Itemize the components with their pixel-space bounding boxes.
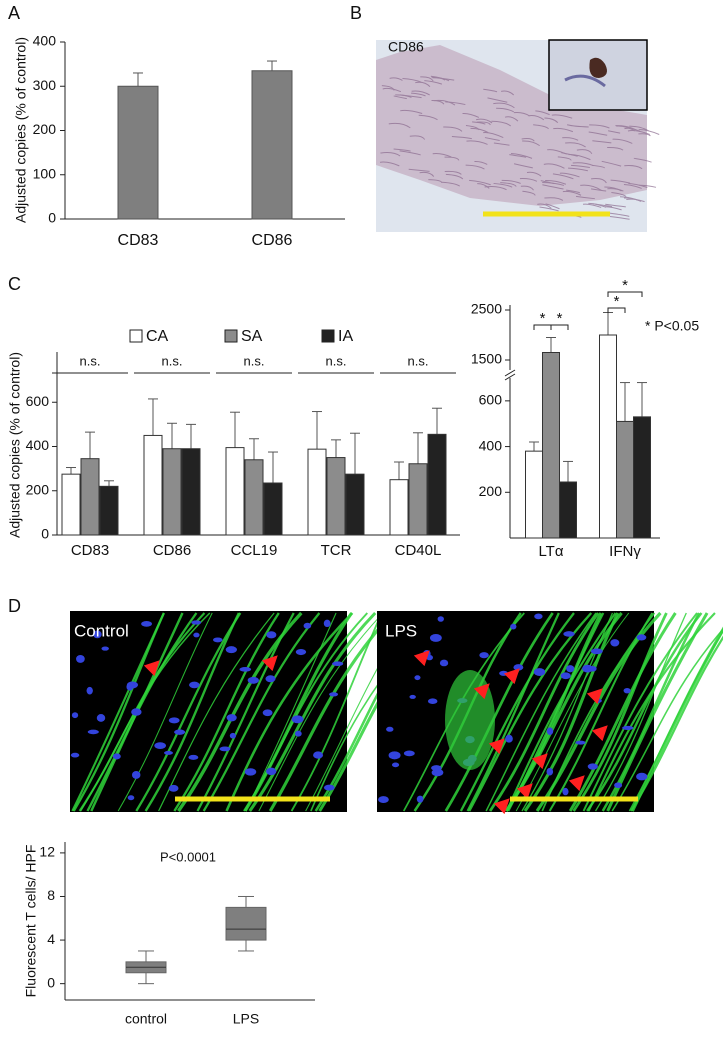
bar <box>559 481 577 539</box>
annotation: n.s. <box>162 353 183 368</box>
y-tick-label: 4 <box>47 931 55 947</box>
image-label: CD86 <box>388 39 424 55</box>
annotation: * <box>614 293 620 310</box>
x-tick-label: control <box>125 1011 167 1027</box>
annotation: * <box>557 310 563 327</box>
legend-label: IA <box>338 328 353 345</box>
x-tick-label: IFNγ <box>609 543 641 560</box>
y-tick-label: 400 <box>479 437 503 453</box>
y-tick-label: 200 <box>33 121 57 137</box>
fluorescence-image: LPS <box>377 611 723 815</box>
y-tick-label: 2500 <box>471 301 502 317</box>
annotation: n.s. <box>408 353 429 368</box>
x-tick-label: LPS <box>233 1011 259 1027</box>
y-tick-label: 12 <box>39 844 55 860</box>
significance-bracket <box>550 324 569 330</box>
x-tick-label: CD86 <box>252 232 293 249</box>
y-tick-label: 0 <box>48 210 56 226</box>
bar <box>525 450 543 539</box>
bar <box>225 447 245 536</box>
panel-label: D <box>8 596 21 616</box>
bar <box>117 85 159 220</box>
bar <box>326 457 346 536</box>
bar <box>61 473 81 536</box>
annotation: * <box>540 310 546 327</box>
bar <box>599 334 617 539</box>
bar <box>389 479 409 536</box>
annotation: * <box>622 277 628 294</box>
x-tick-label: TCR <box>321 542 352 559</box>
significance-bracket <box>607 307 626 313</box>
legend-label: CA <box>146 328 169 345</box>
panel-label: C <box>8 274 21 294</box>
bar <box>408 463 428 536</box>
y-tick-label: 8 <box>47 887 55 903</box>
significance-bracket <box>607 291 643 297</box>
y-tick-label: 0 <box>47 974 55 990</box>
y-axis-label: Adjusted copies (% of control) <box>7 352 23 538</box>
annotation: n.s. <box>80 353 101 368</box>
x-tick-label: CD83 <box>118 232 159 249</box>
x-tick-label: CD40L <box>395 542 442 559</box>
axis-break <box>504 369 516 377</box>
bar <box>427 433 447 536</box>
legend-label: SA <box>241 328 263 345</box>
bar <box>80 458 100 536</box>
y-tick-label: 100 <box>33 165 57 181</box>
note: * P<0.05 <box>645 318 699 334</box>
y-tick-label: 400 <box>26 437 50 453</box>
x-tick-label: CCL19 <box>231 542 278 559</box>
y-tick-label: 200 <box>479 483 503 499</box>
fluorescence-image: Control <box>70 611 441 812</box>
bar <box>263 482 283 536</box>
bar <box>143 434 163 536</box>
y-tick-label: 1500 <box>471 351 502 367</box>
bar <box>181 448 201 536</box>
box <box>225 906 267 941</box>
x-tick-label: LTα <box>538 543 563 560</box>
y-tick-label: 200 <box>26 481 50 497</box>
bar <box>162 448 182 536</box>
y-tick-label: 400 <box>33 33 57 49</box>
legend-swatch <box>129 329 143 343</box>
panel-label: A <box>8 3 20 23</box>
y-axis-label: Fluorescent T cells/ HPF <box>23 845 39 998</box>
bar <box>345 473 365 536</box>
y-tick-label: 0 <box>41 526 49 542</box>
histology-image: CD86 <box>376 39 660 232</box>
annotation: n.s. <box>244 353 265 368</box>
annotation: P<0.0001 <box>160 849 216 864</box>
y-axis-label: Adjusted copies (% of control) <box>13 37 29 223</box>
image-label: Control <box>74 621 129 640</box>
x-tick-label: CD83 <box>71 542 109 559</box>
bar <box>251 70 293 220</box>
x-tick-label: CD86 <box>153 542 191 559</box>
y-tick-label: 600 <box>26 393 50 409</box>
bar <box>307 448 327 536</box>
axis-break <box>504 373 516 381</box>
bar <box>244 459 264 536</box>
annotation: n.s. <box>326 353 347 368</box>
bar <box>616 420 634 539</box>
legend-swatch <box>321 329 335 343</box>
panel-label: B <box>350 3 362 23</box>
legend-swatch <box>224 329 238 343</box>
bar <box>542 352 560 539</box>
bar <box>633 416 651 539</box>
y-tick-label: 600 <box>479 392 503 408</box>
bar <box>99 485 119 536</box>
image-label: LPS <box>385 621 417 640</box>
y-tick-label: 300 <box>33 77 57 93</box>
